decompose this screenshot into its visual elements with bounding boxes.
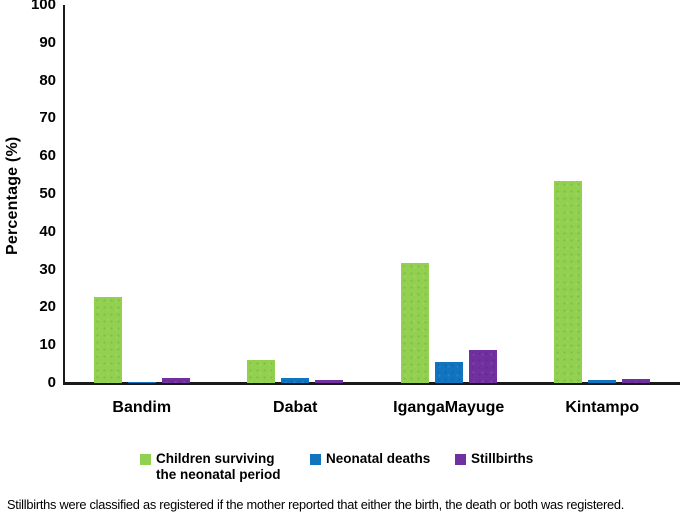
chart-legend: Children surviving the neonatal period Ne… bbox=[0, 451, 685, 487]
bar-bandim-series-1 bbox=[127, 381, 156, 383]
x-label-igangamayuge: IgangaMayuge bbox=[393, 399, 505, 416]
legend-swatch-icon bbox=[310, 454, 321, 465]
y-tick-label: 80 bbox=[39, 71, 56, 89]
y-tick-label: 20 bbox=[39, 298, 56, 316]
y-tick-label: 40 bbox=[39, 222, 56, 240]
y-tick-label: 10 bbox=[39, 336, 56, 354]
bar-igangamayuge-series-0 bbox=[400, 262, 429, 383]
legend-item-2: Stillbirths bbox=[455, 451, 533, 467]
x-label-bandim: Bandim bbox=[112, 399, 172, 416]
legend-swatch-icon bbox=[455, 454, 466, 465]
y-axis-line bbox=[63, 5, 65, 383]
y-tick-label: 30 bbox=[39, 260, 56, 278]
y-tick-label: 90 bbox=[39, 33, 56, 51]
y-tick-label: 100 bbox=[30, 0, 56, 13]
y-tick-label: 50 bbox=[39, 185, 56, 202]
bar-igangamayuge-series-1 bbox=[434, 361, 463, 383]
x-label-kintampo: Kintampo bbox=[565, 399, 640, 416]
bar-kintampo-series-2 bbox=[622, 379, 651, 383]
chart-footnote: Stillbirths were classified as registere… bbox=[7, 497, 625, 512]
x-axis-line bbox=[63, 382, 680, 385]
bar-dabat-series-0 bbox=[247, 360, 276, 383]
y-tick-label: 0 bbox=[47, 374, 56, 391]
legend-item-1: Neonatal deaths bbox=[310, 451, 430, 467]
bar-dabat-series-1 bbox=[281, 378, 310, 383]
y-tick-label: 70 bbox=[39, 109, 56, 127]
bar-kintampo-series-1 bbox=[588, 379, 617, 383]
bar-bandim-series-2 bbox=[161, 377, 190, 383]
x-axis-category-labels: Bandim Dabat IgangaMayuge Kintampo bbox=[65, 398, 679, 418]
bar-dabat-series-2 bbox=[315, 379, 344, 383]
legend-item-0: Children surviving the neonatal period bbox=[140, 451, 281, 483]
x-label-dabat: Dabat bbox=[273, 399, 318, 416]
legend-swatch-icon bbox=[140, 454, 151, 465]
y-tick-label: 60 bbox=[39, 147, 56, 165]
plot-area bbox=[65, 5, 679, 383]
bar-bandim-series-0 bbox=[93, 296, 122, 383]
bar-igangamayuge-series-2 bbox=[468, 349, 497, 383]
y-axis-tick-labels: 0 10 20 30 40 50 60 70 80 90 100 bbox=[0, 0, 56, 391]
legend-label: Stillbirths bbox=[471, 451, 534, 466]
bar-kintampo-series-0 bbox=[554, 181, 583, 383]
legend-label: Children surviving the neonatal period bbox=[156, 451, 281, 482]
legend-label: Neonatal deaths bbox=[326, 451, 431, 466]
